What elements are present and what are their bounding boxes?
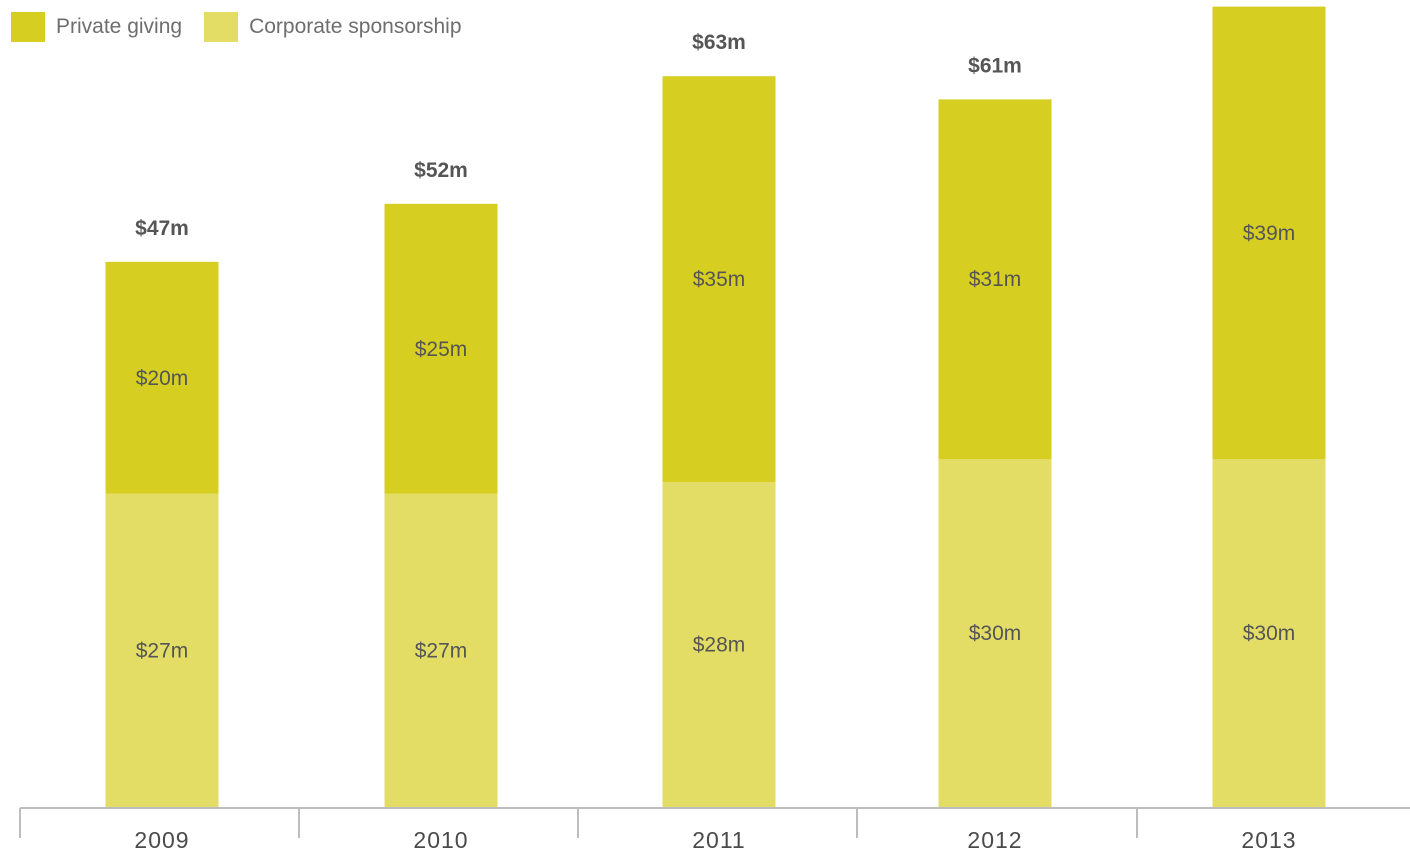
data-label-private-giving-2010: $25m bbox=[415, 338, 468, 361]
bar-corporate-sponsorship-2013 bbox=[1212, 459, 1326, 807]
x-tick-label-2012: 2012 bbox=[967, 827, 1022, 852]
bar-private-giving-2012 bbox=[938, 99, 1052, 460]
x-tick-label-2011: 2011 bbox=[692, 827, 745, 852]
data-label-corporate-sponsorship-2012: $30m bbox=[969, 622, 1022, 645]
bar-corporate-sponsorship-2009 bbox=[105, 493, 219, 807]
total-label-2012: $61m bbox=[968, 54, 1022, 77]
legend-swatch-corporate-sponsorship bbox=[204, 12, 239, 42]
chart-legend: Private giving Corporate sponsorship bbox=[11, 12, 484, 42]
data-label-private-giving-2012: $31m bbox=[969, 268, 1022, 291]
total-label-2009: $47m bbox=[135, 217, 189, 240]
bar-corporate-sponsorship-2011 bbox=[662, 482, 776, 807]
data-label-corporate-sponsorship-2010: $27m bbox=[415, 639, 468, 662]
bar-private-giving-2010 bbox=[384, 203, 498, 494]
data-label-corporate-sponsorship-2013: $30m bbox=[1243, 622, 1296, 645]
x-tick-label-2010: 2010 bbox=[413, 827, 468, 852]
data-label-corporate-sponsorship-2011: $28m bbox=[693, 634, 746, 657]
legend-label-private-giving: Private giving bbox=[56, 15, 183, 38]
data-label-private-giving-2009: $20m bbox=[136, 367, 189, 390]
data-label-private-giving-2013: $39m bbox=[1243, 222, 1296, 245]
x-tick-label-2013: 2013 bbox=[1241, 827, 1296, 852]
legend-item-corporate-sponsorship: Corporate sponsorship bbox=[204, 12, 462, 42]
total-label-2010: $52m bbox=[414, 159, 468, 182]
data-label-private-giving-2011: $35m bbox=[693, 268, 746, 291]
bar-private-giving-2011 bbox=[662, 76, 776, 483]
legend-swatch-private-giving bbox=[11, 12, 45, 42]
bar-private-giving-2009 bbox=[105, 261, 219, 494]
x-tick-label-2009: 2009 bbox=[134, 827, 189, 852]
total-label-2011: $63m bbox=[692, 31, 746, 54]
legend-label-corporate-sponsorship: Corporate sponsorship bbox=[249, 15, 462, 38]
data-label-corporate-sponsorship-2009: $27m bbox=[136, 639, 189, 662]
bar-corporate-sponsorship-2012 bbox=[938, 459, 1052, 807]
bar-corporate-sponsorship-2010 bbox=[384, 493, 498, 807]
bar-private-giving-2013 bbox=[1212, 6, 1326, 459]
legend-item-private-giving: Private giving bbox=[11, 12, 182, 42]
